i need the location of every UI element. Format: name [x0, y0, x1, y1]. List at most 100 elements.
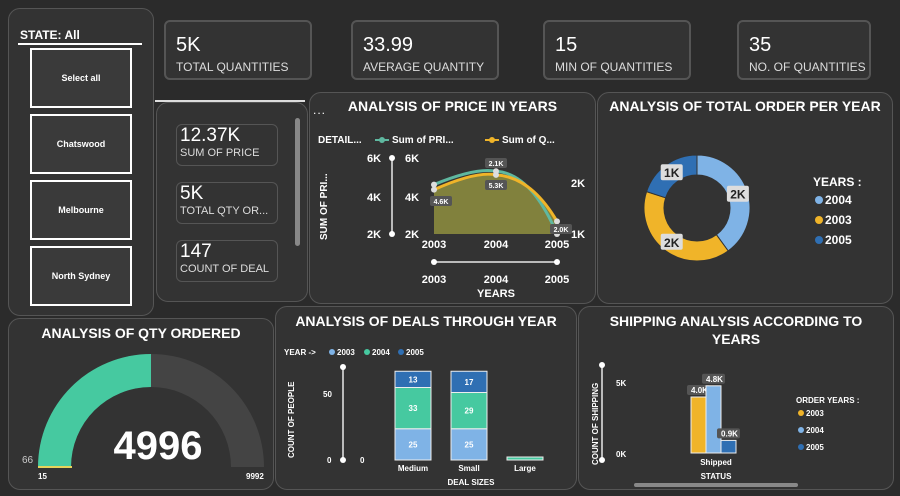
gauge-min: 15 [38, 472, 47, 481]
y-tick-left: 4K [405, 192, 419, 204]
deals-legend-title: YEAR -> [284, 348, 316, 357]
x-tick-label: 2005 [545, 239, 569, 251]
y-tick-left: 6K [405, 153, 419, 165]
x-tick-label: 2004 [484, 239, 509, 251]
gauge-target-label: 66 [22, 455, 34, 466]
data-label-bg [430, 196, 452, 206]
legend-marker-2004 [815, 196, 823, 204]
y-tick-label: 0 [360, 456, 365, 465]
card-value: 12.37K [180, 125, 241, 146]
legend-label-2005: 2005 [825, 233, 852, 247]
gauge-max: 9992 [246, 472, 264, 481]
kpi-value: 15 [555, 34, 578, 56]
deal-bar-segment [506, 456, 544, 461]
legend-marker-2004 [798, 427, 804, 433]
shipping-bar [705, 385, 722, 454]
price-ylabel: SUM OF PRI... [319, 173, 330, 240]
price-legend-qty: Sum of Q... [502, 135, 555, 146]
data-label-bg [687, 385, 710, 395]
deals-xlabel: DEAL SIZES [448, 478, 496, 487]
legend-marker-2003 [815, 216, 823, 224]
slicer-item-select-all[interactable]: Select all [30, 48, 132, 108]
data-label: 5.3K [489, 183, 504, 190]
bar-value-label: 25 [465, 440, 474, 449]
shipping-bar [690, 396, 707, 454]
more-options-icon[interactable]: ... [313, 103, 327, 117]
bar-value-label: 33 [409, 404, 418, 413]
deals-chart-title: ANALYSIS OF DEALS THROUGH YEAR [295, 313, 557, 329]
gauge-fill-arc [38, 354, 151, 467]
y-slider-handle-top [599, 362, 605, 368]
gauge-value: 4996 [114, 424, 203, 468]
legend-label-2003: 2003 [337, 348, 355, 357]
gauge-title: ANALYSIS OF QTY ORDERED [41, 325, 241, 341]
legend-label-2003: 2003 [825, 213, 852, 227]
kpi-average-quantity: 33.99 AVERAGE QUANTITY [351, 20, 499, 80]
kpi-min-of-quantities: 15 MIN OF QUANTITIES [543, 20, 691, 80]
data-label: 4.8K [706, 375, 723, 384]
order-donut-chart: 2K 2K 1K YEARS : 2004 2003 2005 [643, 154, 862, 262]
kpi-value: 5K [176, 34, 201, 56]
qty-gauge: 4996 66 15 9992 [22, 354, 264, 481]
x-slider-handle-left [431, 259, 437, 265]
y-tick-label: 5K [616, 379, 626, 388]
bar-value-label: 13 [409, 375, 418, 384]
slice-label: 2K [730, 188, 746, 202]
slicer-title: STATE: All [20, 28, 80, 42]
slice-label-bg [660, 233, 683, 250]
shipping-chart: COUNT OF SHIPPING 5K 0K 4.0K 4.8K 0.9K Ship… [591, 362, 859, 487]
data-label-bg [702, 373, 725, 384]
card-label: COUNT OF DEAL [180, 263, 270, 275]
price-chart-title: ANALYSIS OF PRICE IN YEARS [347, 98, 558, 114]
card-label: TOTAL QTY OR... [180, 205, 269, 217]
kpi-value: 35 [749, 34, 772, 56]
price-xlabel: YEARS [477, 288, 515, 300]
legend-marker-2004 [364, 349, 370, 355]
legend-label-2004: 2004 [825, 193, 852, 207]
y-tick-right: 1K [571, 229, 585, 241]
card-label: SUM OF PRICE [180, 147, 260, 159]
slice-label: 1K [664, 166, 680, 180]
qty-area [434, 174, 557, 234]
x-tick-label-lower: 2004 [484, 274, 509, 286]
order-chart-title: ANALYSIS OF TOTAL ORDER PER YEAR [609, 98, 881, 114]
qty-point [431, 186, 437, 193]
qty-point [554, 218, 560, 225]
card-value: 5K [180, 183, 204, 204]
slicer-item-north-sydney[interactable]: North Sydney [30, 246, 132, 306]
card-sum-of-price: 12.37K SUM OF PRICE [176, 124, 278, 166]
y-slider-handle-bottom [389, 231, 395, 237]
category-label: Shipped [700, 458, 732, 467]
legend-marker-2003 [798, 410, 804, 416]
data-label-bg [550, 224, 572, 234]
horizontal-scrollbar [634, 483, 798, 487]
bar-value-label: 29 [465, 407, 474, 416]
y-slider-handle-top [389, 155, 395, 161]
legend-marker-2005 [398, 349, 404, 355]
slicer-item-melbourne[interactable]: Melbourne [30, 180, 132, 240]
bar-value-label: 17 [465, 378, 474, 387]
y-slider-handle-bottom [599, 457, 605, 463]
price-legend-title: DETAIL... [318, 135, 362, 146]
legend-marker-2005 [798, 444, 804, 450]
shipping-bar [720, 439, 737, 454]
y-slider-handle-top [340, 364, 346, 370]
price-chart-panel [309, 92, 596, 304]
x-tick-label-lower: 2005 [545, 274, 569, 286]
slice-label-bg [660, 164, 683, 181]
legend-label-2004: 2004 [372, 348, 390, 357]
data-label: 0.9K [721, 429, 738, 438]
cards-scrollbar[interactable] [295, 118, 300, 246]
slicer-item-chatswood[interactable]: Chatswood [30, 114, 132, 174]
legend-label-2005: 2005 [406, 348, 424, 357]
deals-ylabel: COUNT OF PEOPLE [287, 381, 296, 458]
legend-marker-2005 [815, 236, 823, 244]
shipping-legend-title: ORDER YEARS : [796, 396, 859, 405]
deal-bar-segment [450, 392, 488, 430]
slicer-title-underline [18, 43, 142, 45]
y-tick-right: 2K [571, 178, 585, 190]
deal-bar-segment [394, 370, 432, 388]
data-label: 4.0K [691, 386, 708, 395]
qty-point [493, 171, 499, 178]
shipping-chart-panel [578, 306, 894, 490]
